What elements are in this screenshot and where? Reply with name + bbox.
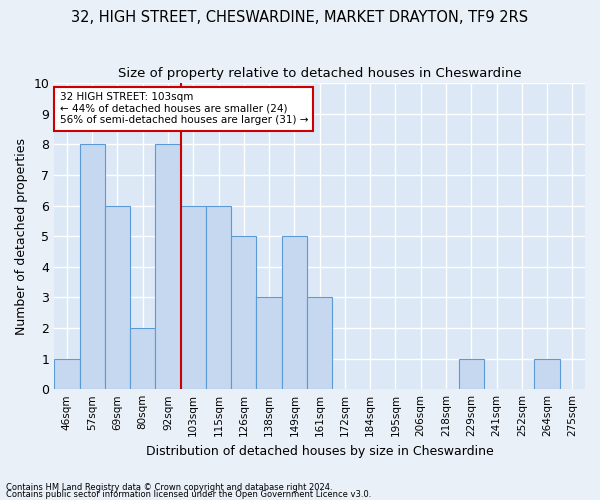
Bar xyxy=(231,236,256,389)
Text: 32, HIGH STREET, CHESWARDINE, MARKET DRAYTON, TF9 2RS: 32, HIGH STREET, CHESWARDINE, MARKET DRA… xyxy=(71,10,529,25)
Text: Contains public sector information licensed under the Open Government Licence v3: Contains public sector information licen… xyxy=(6,490,371,499)
Bar xyxy=(54,358,80,389)
Bar xyxy=(206,206,231,389)
Bar xyxy=(307,298,332,389)
Text: Contains HM Land Registry data © Crown copyright and database right 2024.: Contains HM Land Registry data © Crown c… xyxy=(6,484,332,492)
Bar xyxy=(80,144,105,389)
Bar xyxy=(181,206,206,389)
Bar xyxy=(155,144,181,389)
Bar xyxy=(130,328,155,389)
X-axis label: Distribution of detached houses by size in Cheswardine: Distribution of detached houses by size … xyxy=(146,444,494,458)
Y-axis label: Number of detached properties: Number of detached properties xyxy=(15,138,28,334)
Bar xyxy=(458,358,484,389)
Bar xyxy=(535,358,560,389)
Title: Size of property relative to detached houses in Cheswardine: Size of property relative to detached ho… xyxy=(118,68,521,80)
Text: 32 HIGH STREET: 103sqm
← 44% of detached houses are smaller (24)
56% of semi-det: 32 HIGH STREET: 103sqm ← 44% of detached… xyxy=(59,92,308,126)
Bar xyxy=(282,236,307,389)
Bar xyxy=(105,206,130,389)
Bar xyxy=(256,298,282,389)
